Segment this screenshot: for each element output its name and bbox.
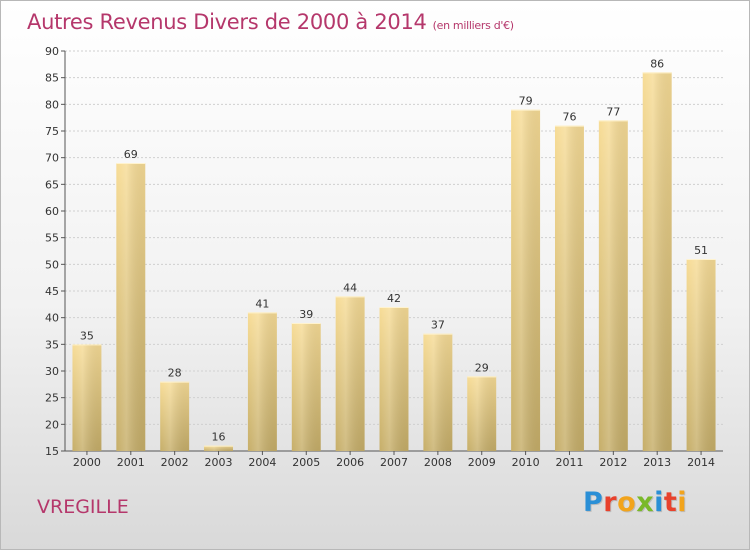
bar-shade bbox=[642, 72, 672, 451]
bar-shade bbox=[116, 163, 146, 451]
x-tick-label: 2011 bbox=[555, 456, 583, 469]
x-tick-label: 2014 bbox=[687, 456, 715, 469]
x-tick-label: 2000 bbox=[73, 456, 101, 469]
bar-shade bbox=[160, 381, 190, 451]
bar-shade bbox=[554, 125, 584, 452]
data-label: 39 bbox=[299, 308, 313, 321]
data-label: 86 bbox=[650, 57, 664, 70]
data-label: 37 bbox=[431, 319, 445, 332]
data-label: 77 bbox=[606, 105, 620, 118]
logo-letter: P bbox=[583, 487, 604, 518]
logo-letter: t bbox=[663, 487, 678, 518]
logo-letter: x bbox=[636, 487, 655, 518]
place-name: VREGILLE bbox=[37, 496, 129, 518]
x-tick-label: 2001 bbox=[117, 456, 145, 469]
bar-shade bbox=[204, 445, 234, 451]
y-tick-label: 90 bbox=[45, 45, 59, 58]
bar-shade bbox=[598, 120, 628, 451]
bar-shade bbox=[423, 333, 453, 451]
y-tick-label: 20 bbox=[45, 418, 59, 431]
bar-shade bbox=[247, 312, 277, 451]
x-tick-label: 2012 bbox=[599, 456, 627, 469]
bar-shade bbox=[379, 307, 409, 451]
chart-unit: (en milliers d'€) bbox=[432, 19, 514, 32]
data-label: 28 bbox=[168, 367, 182, 380]
chart-title-text: Autres Revenus Divers de 2000 à 2014 bbox=[27, 10, 427, 34]
x-tick-label: 2006 bbox=[336, 456, 364, 469]
x-tick-label: 2002 bbox=[161, 456, 189, 469]
chart-title: Autres Revenus Divers de 2000 à 2014 (en … bbox=[27, 10, 514, 34]
x-tick-label: 2013 bbox=[643, 456, 671, 469]
bar-shade bbox=[291, 323, 321, 451]
y-tick-label: 60 bbox=[45, 205, 59, 218]
data-label: 76 bbox=[562, 111, 576, 124]
x-tick-label: 2008 bbox=[424, 456, 452, 469]
bar-shade bbox=[72, 344, 102, 451]
data-label: 69 bbox=[124, 148, 138, 161]
bar-shade bbox=[335, 296, 365, 451]
y-tick-label: 80 bbox=[45, 98, 59, 111]
y-tick-label: 40 bbox=[45, 312, 59, 325]
proxiti-logo: Proxiti bbox=[583, 487, 687, 518]
logo-letter: i bbox=[654, 487, 664, 518]
data-label: 41 bbox=[255, 297, 269, 310]
logo-letter: r bbox=[603, 487, 618, 518]
bar-shade bbox=[511, 109, 541, 452]
x-tick-label: 2004 bbox=[248, 456, 276, 469]
y-tick-label: 75 bbox=[45, 125, 59, 138]
bar-shade bbox=[467, 376, 497, 451]
data-label: 29 bbox=[475, 361, 489, 374]
y-tick-label: 50 bbox=[45, 258, 59, 271]
x-tick-label: 2010 bbox=[512, 456, 540, 469]
data-label: 44 bbox=[343, 281, 357, 294]
x-tick-label: 2007 bbox=[380, 456, 408, 469]
data-label: 79 bbox=[519, 95, 533, 108]
data-label: 16 bbox=[212, 431, 226, 444]
y-tick-label: 30 bbox=[45, 365, 59, 378]
x-tick-label: 2005 bbox=[292, 456, 320, 469]
x-tick-label: 2009 bbox=[468, 456, 496, 469]
y-tick-label: 15 bbox=[45, 445, 59, 458]
y-tick-label: 45 bbox=[45, 285, 59, 298]
x-tick-label: 2003 bbox=[205, 456, 233, 469]
y-tick-label: 85 bbox=[45, 72, 59, 85]
data-label: 35 bbox=[80, 329, 94, 342]
y-tick-label: 25 bbox=[45, 392, 59, 405]
logo-letter: i bbox=[677, 487, 688, 518]
y-tick-label: 65 bbox=[45, 178, 59, 191]
y-tick-label: 35 bbox=[45, 338, 59, 351]
data-label: 51 bbox=[694, 244, 708, 257]
data-label: 42 bbox=[387, 292, 401, 305]
y-tick-label: 70 bbox=[45, 152, 59, 165]
y-tick-label: 55 bbox=[45, 232, 59, 245]
bar-shade bbox=[686, 259, 716, 451]
logo-letter: o bbox=[617, 487, 637, 518]
